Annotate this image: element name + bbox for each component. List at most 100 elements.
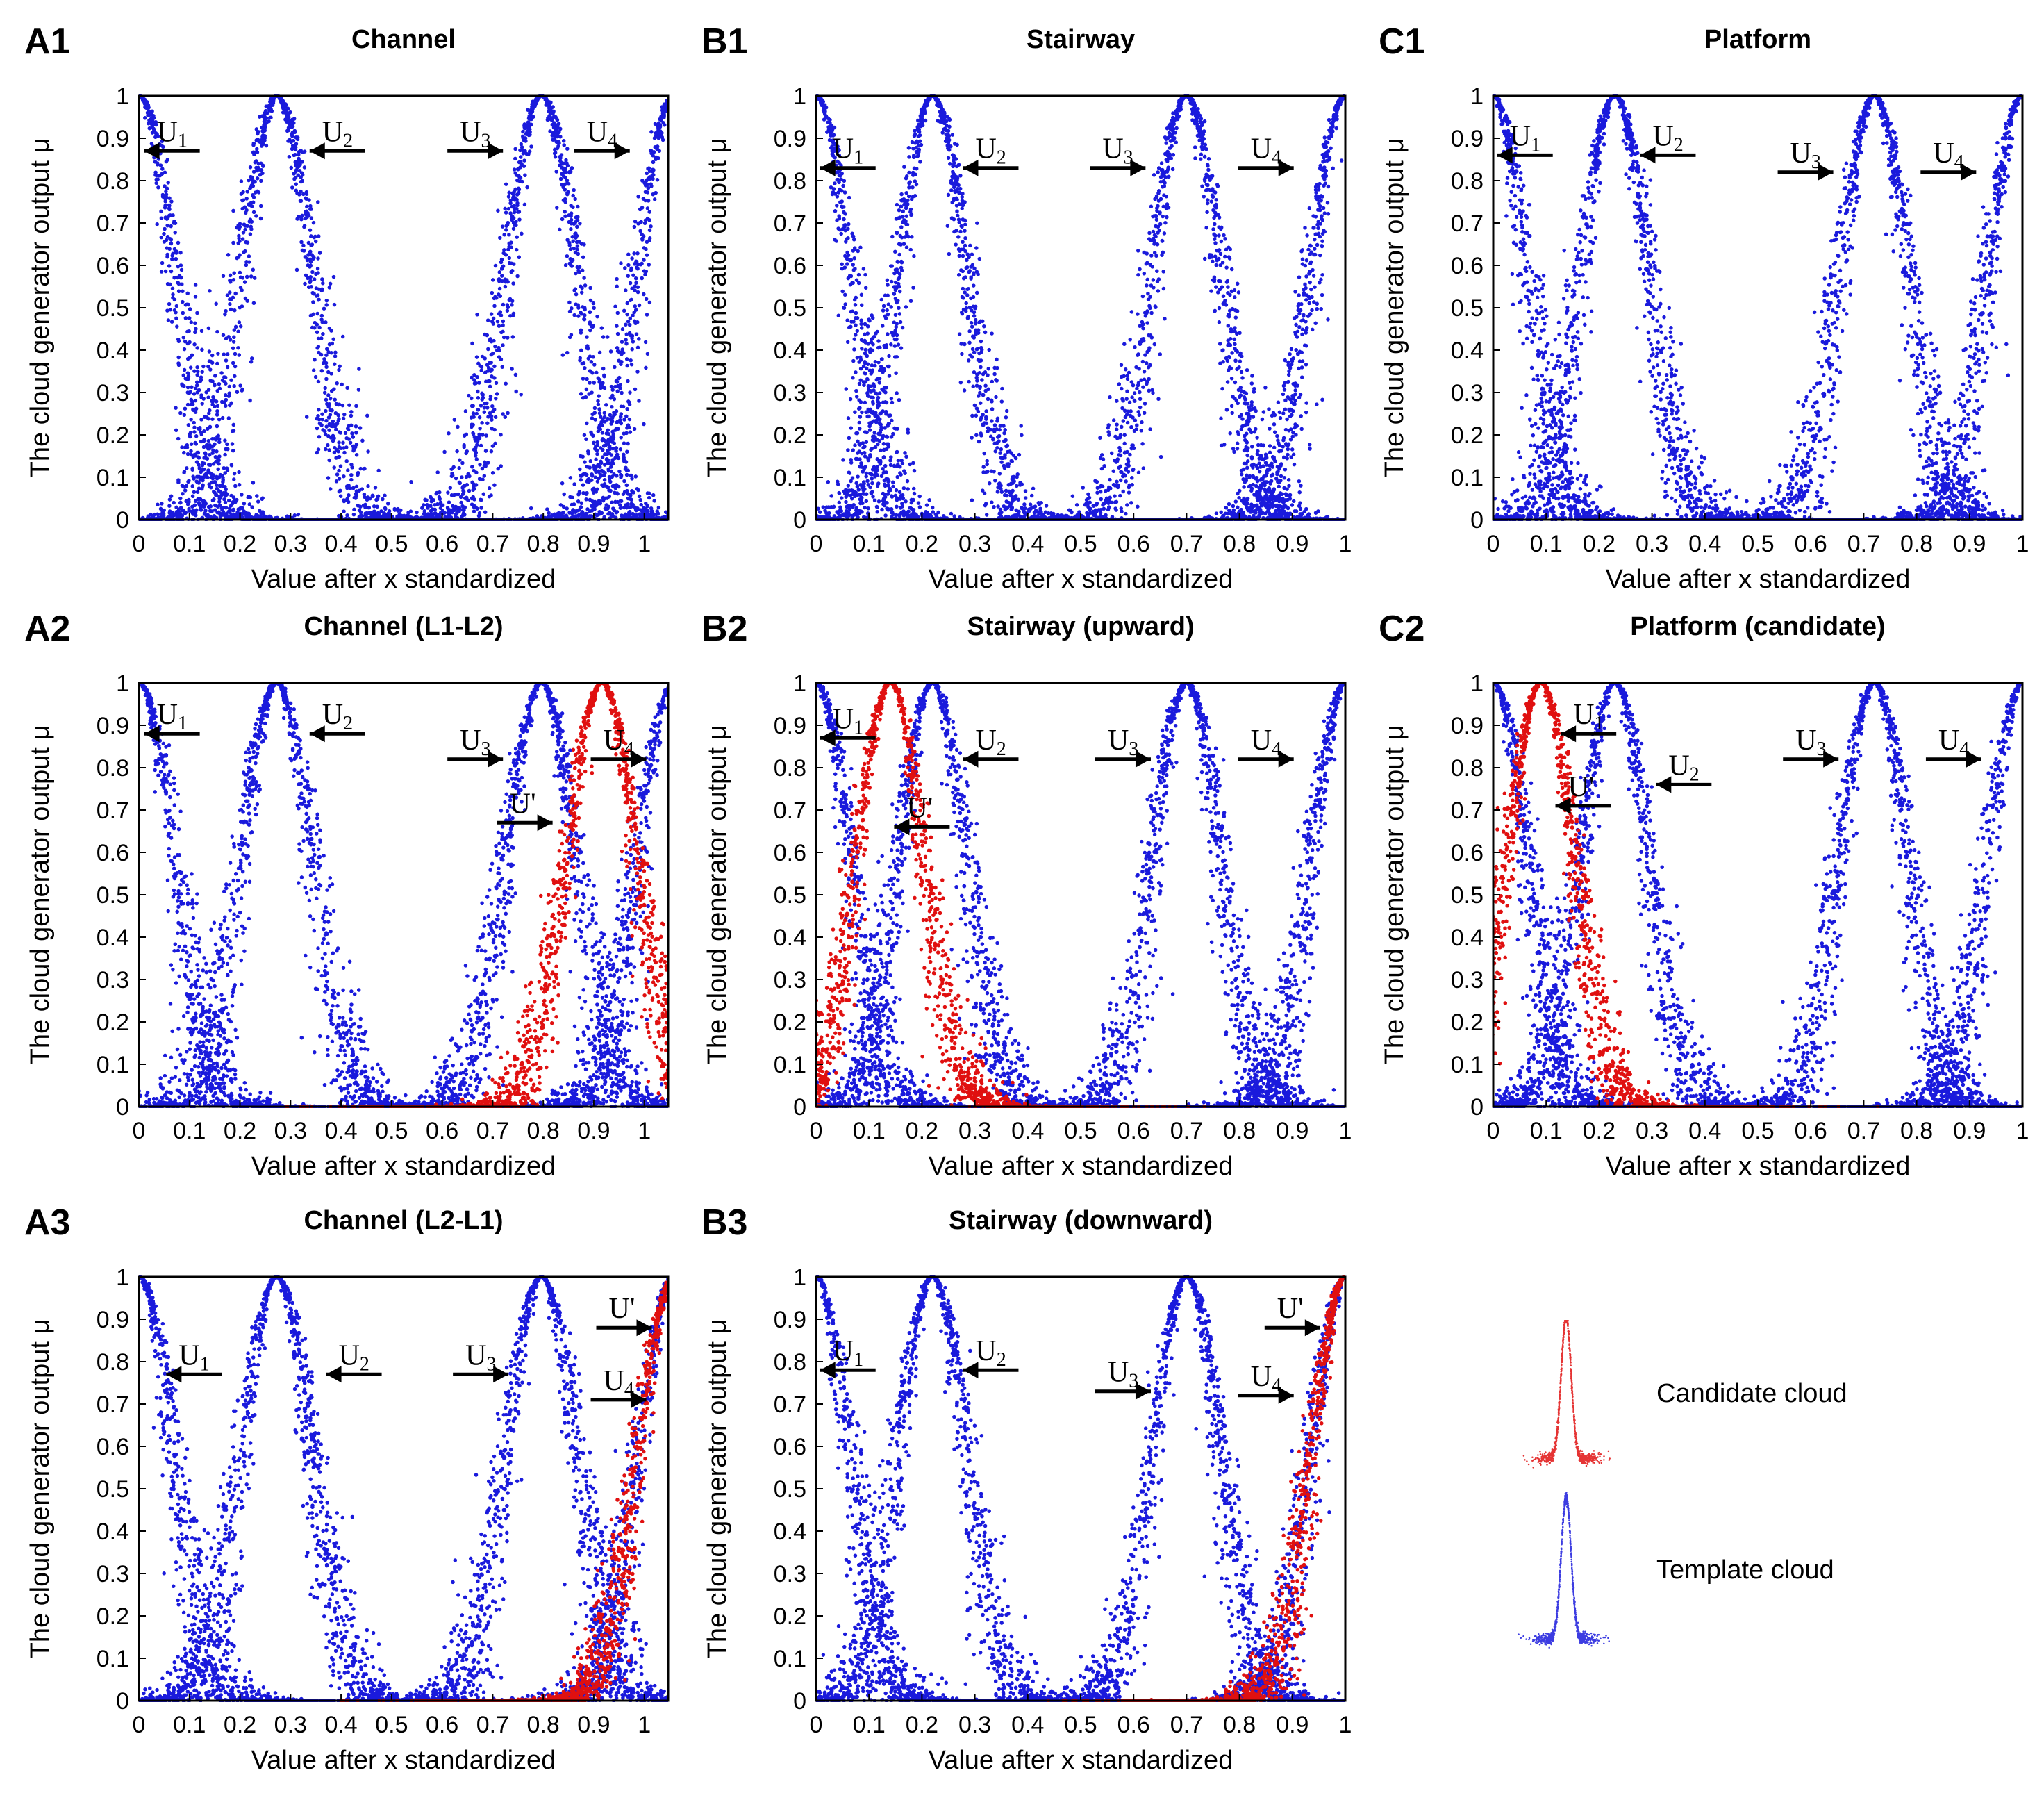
y-tick-label: 0.5 — [97, 295, 129, 322]
arrow-label-sub: 3 — [486, 1353, 496, 1375]
y-tick-label: 0.6 — [1451, 253, 1484, 279]
y-tick-label: 0.7 — [97, 1391, 129, 1418]
chart-svg: 0 0.1 0.2 0.3 0.4 0.5 0.6 0.7 0.8 0.9 1 0 0.1 0.2 0.3 0… — [703, 1264, 1352, 1775]
x-tick-label: 0.5 — [375, 1118, 408, 1144]
x-tick-label: 0.4 — [324, 531, 357, 557]
x-tick-label: 0.9 — [577, 1118, 610, 1144]
arrow-label: U3 — [1795, 725, 1826, 760]
arrow-label-main: U — [833, 703, 854, 735]
arrow-label-main: U — [1668, 750, 1689, 782]
x-tick-label: 1 — [638, 1118, 651, 1144]
y-axis-label: The cloud generator output μ — [26, 138, 55, 478]
x-axis-label: Value after x standardized — [251, 565, 556, 594]
y-tick-label: 1 — [793, 670, 806, 697]
x-tick-label: 1 — [1339, 531, 1352, 557]
y-tick-label: 0.1 — [774, 465, 806, 491]
x-tick-label: 0.9 — [1276, 531, 1308, 557]
x-tick-label: 0.4 — [1011, 1712, 1044, 1738]
x-tick-label: 0.6 — [426, 531, 458, 557]
panel-b2: B2 Stairway (upward) 0 0.1 0.2 0.3 0.4 0.5 0.6 0.… — [677, 587, 1358, 1181]
y-axis-label: The cloud generator output μ — [1380, 138, 1409, 478]
arrow-label-sub: 3 — [1129, 738, 1138, 760]
panel-label: A1 — [24, 22, 71, 62]
legend-template-label: Template cloud — [1656, 1555, 1834, 1585]
x-tick-label: 0.2 — [224, 1712, 256, 1738]
x-tick-label: 0.7 — [476, 531, 509, 557]
y-tick-label: 0.7 — [97, 210, 129, 237]
panel-c1: C1 Platform 0 0.1 0.2 0.3 0.4 0.5 0.6 0.7 0.8 0.9 1 0… — [1354, 0, 2035, 594]
panel-label: C1 — [1379, 22, 1425, 62]
arrow-label: U1 — [1573, 699, 1604, 734]
x-tick-label: 0.9 — [1953, 531, 1986, 557]
x-tick-label: 0.5 — [375, 1712, 408, 1738]
y-tick-label: 0.8 — [97, 755, 129, 782]
x-tick-label: 0.8 — [527, 1118, 560, 1144]
y-tick-label: 0 — [1470, 1094, 1484, 1121]
y-tick-label: 0.7 — [774, 210, 806, 237]
arrow-annotation: U4 — [590, 725, 647, 768]
y-tick-label: 0.5 — [1451, 882, 1484, 909]
arrow-label: U2 — [322, 699, 353, 734]
y-tick-label: 0.1 — [774, 1646, 806, 1672]
x-tick-label: 0.5 — [375, 531, 408, 557]
arrow-label-sub: 1 — [178, 713, 188, 734]
x-tick-label: 0.9 — [1276, 1712, 1308, 1738]
arrow-label-sub: 2 — [997, 1349, 1006, 1371]
y-axis-label: The cloud generator output μ — [1380, 725, 1409, 1065]
x-tick-label: 0 — [133, 531, 146, 557]
x-tick-label: 0.5 — [1064, 1712, 1097, 1738]
arrow-label: U4 — [1938, 725, 1969, 760]
arrow-label: U3 — [1102, 133, 1133, 169]
chart-svg: 0 0.1 0.2 0.3 0.4 0.5 0.6 0.7 0.8 0.9 1 0 0.1 0.2 0.3 0… — [703, 83, 1352, 594]
arrow-annotation: U1 — [820, 703, 876, 747]
arrow-label-main: U — [604, 1365, 624, 1397]
y-tick-label: 0.2 — [1451, 1009, 1484, 1036]
y-tick-label: 0.4 — [97, 925, 129, 951]
x-tick-label: 0.7 — [1170, 1118, 1203, 1144]
y-tick-label: 0.8 — [774, 168, 806, 195]
arrow-annotation: U' — [497, 788, 553, 832]
y-tick-label: 0.9 — [97, 126, 129, 152]
y-tick-label: 0.6 — [774, 253, 806, 279]
y-tick-label: 0.7 — [774, 1391, 806, 1418]
arrow-annotation: U3 — [1095, 1357, 1151, 1400]
y-tick-label: 0.2 — [774, 1603, 806, 1630]
x-tick-label: 1 — [1339, 1118, 1352, 1144]
arrow-annotation: U3 — [447, 725, 504, 768]
chart-svg: 0 0.1 0.2 0.3 0.4 0.5 0.6 0.7 0.8 0.9 1 0 0.1 0.2 0.3 0… — [1380, 670, 2029, 1181]
arrow-annotation: U1 — [166, 1339, 222, 1383]
y-tick-label: 0 — [1470, 507, 1484, 534]
x-tick-label: 0.3 — [274, 1712, 307, 1738]
y-tick-label: 0.7 — [1451, 798, 1484, 824]
arrow-label: U3 — [1108, 725, 1138, 760]
x-tick-label: 0.1 — [853, 1118, 886, 1144]
x-tick-label: 0.4 — [1011, 531, 1044, 557]
x-tick-label: 0.7 — [1847, 1118, 1880, 1144]
arrow-label: U' — [609, 1293, 635, 1325]
y-tick-label: 0.1 — [97, 1646, 129, 1672]
x-tick-label: 0.4 — [1688, 531, 1721, 557]
arrow-label-main: U — [1938, 725, 1959, 757]
arrow-label-sub: 2 — [343, 130, 353, 151]
x-tick-label: 0.6 — [1117, 531, 1150, 557]
panel-a2: A2 Channel (L1-L2) 0 0.1 0.2 0.3 0.4 0.5 0.6 0.7 0… — [0, 587, 681, 1181]
y-tick-label: 0.9 — [1451, 713, 1484, 739]
arrow-annotation: U4 — [1238, 1361, 1294, 1404]
arrow-annotation: U2 — [963, 1335, 1019, 1379]
arrow-label: U4 — [587, 116, 617, 151]
arrow-label-main: U — [322, 699, 343, 731]
x-tick-label: 0.8 — [1223, 531, 1256, 557]
y-tick-label: 0.2 — [97, 422, 129, 449]
x-tick-label: 0 — [810, 531, 823, 557]
chart-title: Channel (L2-L1) — [304, 1206, 504, 1235]
x-tick-label: 0 — [1487, 1118, 1500, 1144]
panel-label: A2 — [24, 609, 71, 649]
arrow-label: U3 — [465, 1339, 496, 1375]
chart-title: Stairway (downward) — [948, 1206, 1213, 1235]
y-tick-label: 0.8 — [774, 1349, 806, 1376]
y-tick-label: 0.8 — [97, 1349, 129, 1376]
y-tick-label: 1 — [116, 1264, 129, 1291]
x-tick-label: 0.3 — [1636, 531, 1668, 557]
arrow-label: U2 — [1652, 120, 1683, 156]
